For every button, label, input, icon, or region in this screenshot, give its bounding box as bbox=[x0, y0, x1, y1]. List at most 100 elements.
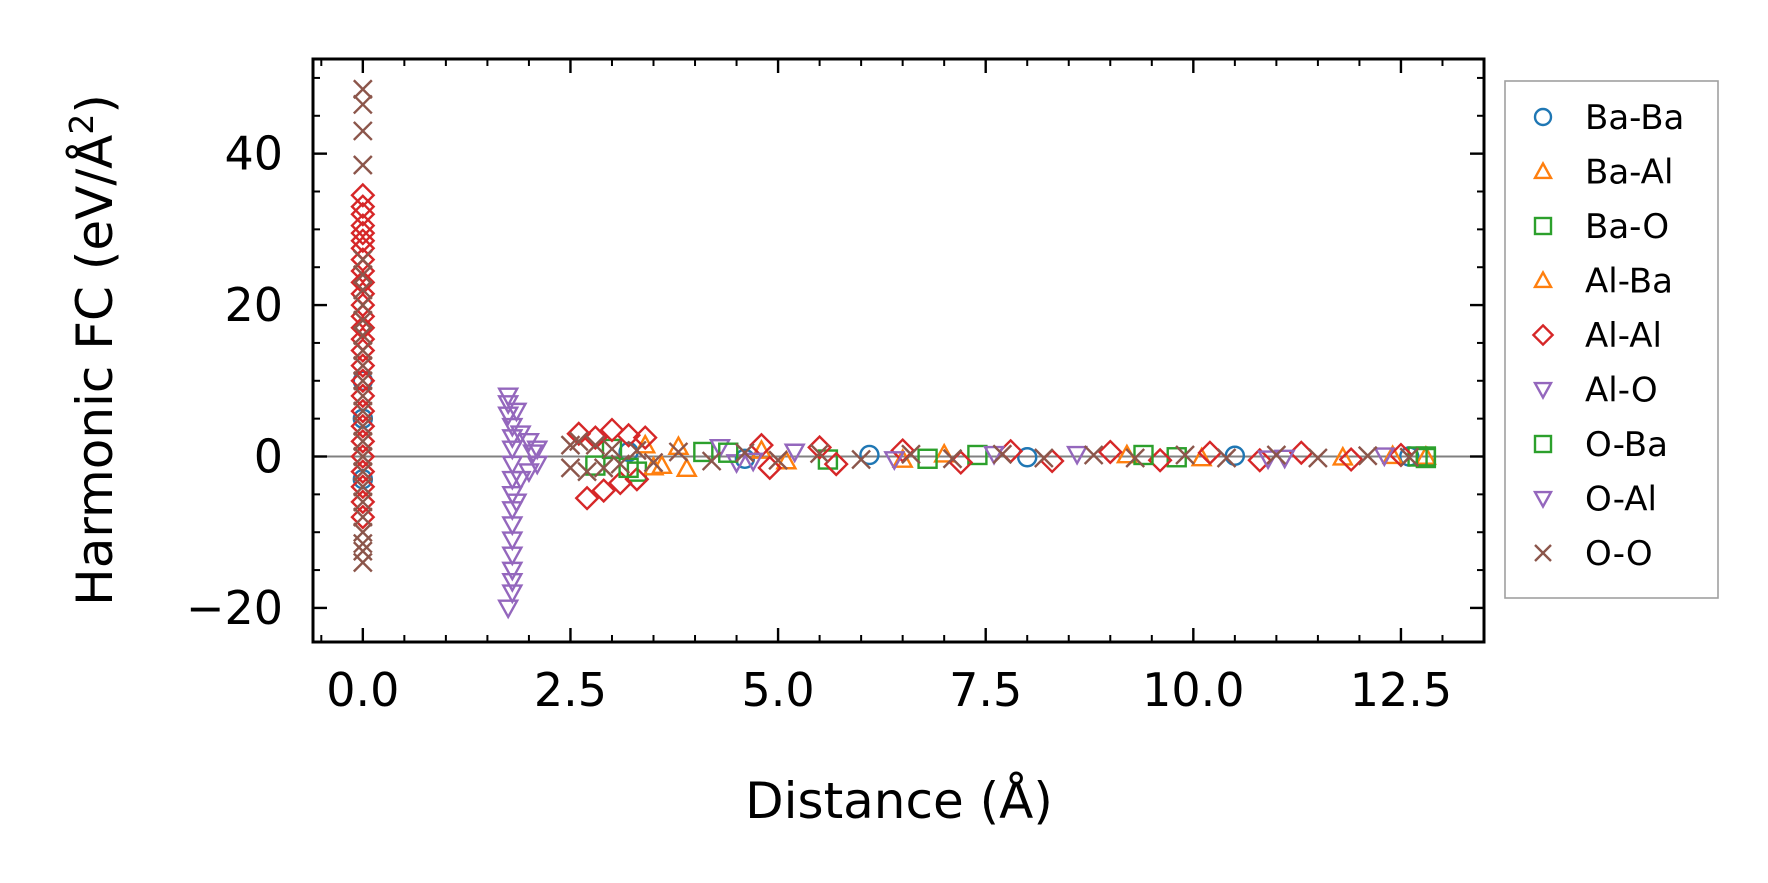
data-point bbox=[610, 454, 631, 474]
data-point bbox=[750, 438, 773, 459]
data-point bbox=[992, 444, 1013, 465]
plot-area bbox=[313, 59, 1484, 642]
data-point bbox=[823, 451, 849, 477]
data-point bbox=[1399, 447, 1420, 468]
data-point bbox=[501, 561, 524, 582]
data-point bbox=[1338, 447, 1364, 473]
data-point bbox=[1247, 447, 1273, 473]
data-point bbox=[352, 121, 373, 141]
data-point bbox=[917, 448, 938, 469]
legend-marker bbox=[1532, 381, 1554, 400]
data-point bbox=[350, 413, 376, 439]
data-point bbox=[967, 444, 988, 466]
x-tick-label: 5.0 bbox=[741, 663, 814, 717]
legend-label: Al-Ba bbox=[1585, 262, 1673, 302]
legend-marker bbox=[1532, 270, 1554, 289]
data-point bbox=[1017, 447, 1038, 468]
data-point bbox=[350, 444, 376, 469]
data-point bbox=[599, 417, 625, 443]
data-point bbox=[1125, 448, 1146, 468]
data-point bbox=[352, 431, 373, 452]
data-point bbox=[350, 220, 376, 246]
data-point bbox=[568, 431, 589, 452]
data-point bbox=[757, 455, 783, 481]
data-point bbox=[742, 452, 765, 473]
data-point bbox=[501, 531, 524, 552]
data-point bbox=[352, 310, 373, 331]
data-point bbox=[1097, 439, 1123, 465]
data-point bbox=[851, 449, 871, 470]
data-point bbox=[350, 228, 376, 254]
legend-label: Al-O bbox=[1585, 371, 1658, 411]
data-point bbox=[574, 485, 600, 511]
data-point bbox=[1083, 445, 1104, 465]
x-tick-label: 7.5 bbox=[949, 663, 1022, 717]
data-point bbox=[352, 79, 373, 100]
data-point bbox=[352, 355, 373, 376]
data-point bbox=[350, 182, 376, 208]
data-point bbox=[352, 476, 373, 497]
data-point bbox=[1266, 445, 1287, 465]
legend-item: Ba-O bbox=[1533, 207, 1669, 247]
legend-marker bbox=[1533, 107, 1553, 127]
legend-item: Al-Ba bbox=[1532, 262, 1673, 302]
data-point bbox=[352, 492, 373, 512]
data-point bbox=[501, 546, 524, 567]
axes-frame bbox=[311, 57, 1486, 644]
legend-marker bbox=[1534, 544, 1552, 562]
data-point bbox=[350, 338, 376, 363]
data-point bbox=[352, 340, 373, 361]
data-point bbox=[701, 451, 722, 471]
data-point bbox=[566, 421, 592, 447]
data-point bbox=[501, 455, 524, 476]
y-axis-label-tail: ) bbox=[66, 94, 124, 114]
data-point bbox=[350, 459, 376, 485]
y-tick-labels: −20 0 20 40 bbox=[186, 127, 283, 635]
x-axis-label: Distance (Å) bbox=[745, 772, 1053, 830]
data-point bbox=[352, 370, 374, 391]
x-tick-labels: 0.0 2.5 5.0 7.5 10.0 12.5 bbox=[326, 663, 1452, 717]
data-point bbox=[350, 489, 376, 515]
data-point bbox=[593, 458, 614, 478]
data-point bbox=[350, 201, 376, 227]
legend-item: Al-Al bbox=[1531, 316, 1662, 356]
data-point bbox=[526, 440, 549, 461]
data-point bbox=[1033, 448, 1054, 468]
y-tick-label: 0 bbox=[254, 430, 283, 484]
legend-item: Ba-Ba bbox=[1533, 98, 1684, 138]
series-al-al bbox=[350, 182, 1414, 530]
data-point bbox=[352, 446, 373, 467]
data-point bbox=[497, 406, 520, 427]
data-point bbox=[809, 443, 830, 464]
legend-marker bbox=[1531, 323, 1555, 347]
data-point bbox=[505, 402, 528, 423]
data-point bbox=[1197, 440, 1223, 466]
legend-marker bbox=[1533, 434, 1553, 454]
data-point bbox=[501, 429, 524, 450]
legend-label: O-Al bbox=[1585, 480, 1657, 520]
legend-item: O-Al bbox=[1532, 480, 1657, 520]
data-point bbox=[352, 94, 373, 115]
legend-label: O-O bbox=[1585, 534, 1653, 574]
data-point bbox=[783, 443, 806, 464]
data-point bbox=[1190, 446, 1213, 467]
data-point bbox=[693, 441, 714, 463]
legend-item: Ba-Al bbox=[1532, 153, 1673, 193]
data-markers bbox=[350, 79, 1437, 620]
data-point bbox=[505, 493, 528, 514]
data-point bbox=[497, 599, 520, 620]
data-point bbox=[668, 442, 689, 462]
data-point bbox=[350, 353, 376, 379]
legend-label: O-Ba bbox=[1585, 425, 1668, 465]
data-point bbox=[768, 450, 788, 471]
data-point bbox=[735, 442, 755, 463]
axes bbox=[311, 57, 1486, 644]
data-point bbox=[616, 422, 642, 448]
data-point bbox=[807, 434, 833, 460]
data-point bbox=[352, 507, 373, 527]
data-point bbox=[501, 440, 524, 461]
data-point bbox=[352, 416, 373, 437]
data-point bbox=[624, 466, 650, 492]
y-tick-label: 40 bbox=[224, 127, 283, 181]
series-o-o bbox=[352, 79, 1420, 573]
